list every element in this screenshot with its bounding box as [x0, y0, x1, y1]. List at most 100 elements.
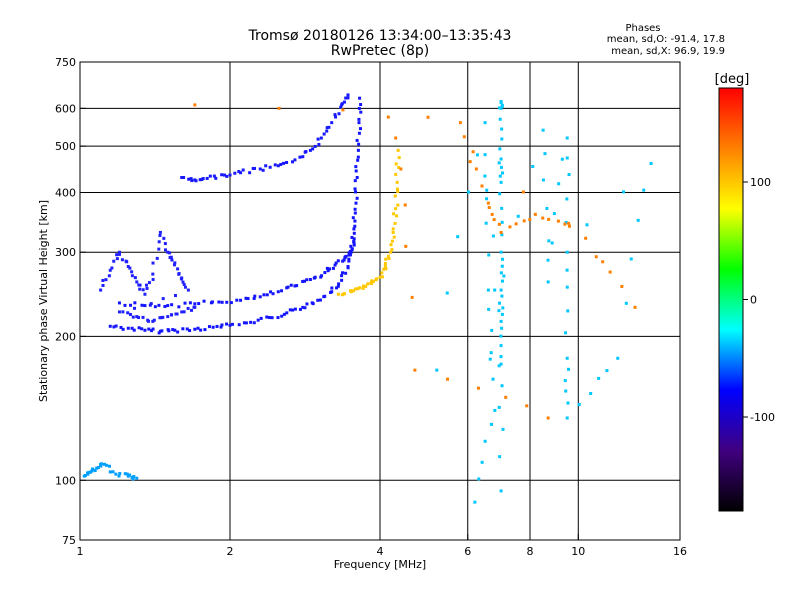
- data-point: [117, 301, 121, 305]
- data-point: [500, 127, 504, 131]
- data-point: [545, 206, 549, 210]
- data-point: [242, 321, 246, 325]
- data-point: [182, 310, 186, 314]
- data-point: [158, 233, 162, 237]
- data-point: [475, 153, 479, 157]
- data-point: [104, 278, 108, 282]
- data-point: [135, 280, 139, 284]
- data-point: [357, 106, 361, 110]
- data-point: [328, 267, 332, 271]
- data-point: [622, 190, 626, 194]
- data-point: [499, 271, 503, 275]
- data-point: [491, 234, 495, 238]
- data-point: [483, 121, 487, 125]
- data-point: [394, 207, 398, 211]
- data-point: [346, 265, 350, 269]
- data-point: [90, 469, 94, 473]
- data-point: [317, 142, 321, 146]
- data-point: [157, 247, 161, 251]
- data-point: [163, 304, 167, 308]
- data-point: [103, 462, 107, 466]
- data-point: [220, 323, 224, 327]
- data-point: [500, 384, 504, 388]
- data-point: [210, 300, 214, 304]
- data-point: [276, 164, 280, 168]
- data-point: [140, 327, 144, 331]
- data-point: [170, 303, 174, 307]
- data-point: [497, 106, 501, 110]
- data-point: [298, 307, 302, 311]
- data-point: [137, 326, 141, 330]
- data-point: [286, 285, 290, 289]
- data-point: [258, 295, 262, 299]
- data-point: [498, 117, 502, 121]
- data-point: [176, 330, 180, 334]
- data-point: [166, 304, 170, 308]
- data-point: [211, 325, 215, 329]
- data-point: [390, 239, 394, 243]
- data-point: [166, 250, 170, 254]
- data-point: [384, 257, 388, 261]
- data-point: [565, 197, 569, 201]
- data-point: [497, 301, 501, 305]
- data-point: [173, 261, 177, 265]
- data-point: [352, 231, 356, 235]
- data-point: [123, 472, 127, 476]
- data-point: [391, 230, 395, 234]
- data-point: [350, 248, 354, 252]
- data-point: [649, 161, 653, 165]
- data-point: [499, 489, 503, 493]
- data-point: [370, 279, 374, 283]
- data-point: [358, 96, 362, 100]
- data-point: [629, 257, 633, 261]
- data-point: [564, 331, 568, 335]
- colorbar-tick-label: -100: [750, 411, 775, 424]
- data-point: [500, 294, 504, 298]
- data-point: [172, 263, 176, 267]
- data-point: [277, 106, 281, 110]
- data-point: [488, 357, 492, 361]
- data-point: [158, 316, 162, 320]
- data-point: [193, 302, 197, 306]
- data-point: [489, 422, 493, 426]
- y-tick-label: 100: [55, 474, 76, 487]
- data-point: [225, 174, 229, 178]
- data-point: [337, 112, 341, 116]
- data-point: [168, 256, 172, 260]
- data-point: [331, 266, 335, 270]
- data-point: [333, 263, 337, 267]
- data-point: [147, 327, 151, 331]
- data-point: [445, 291, 449, 295]
- data-point: [181, 327, 185, 331]
- data-point: [170, 258, 174, 262]
- data-point: [585, 223, 589, 227]
- data-point: [112, 259, 116, 263]
- data-point: [499, 106, 503, 110]
- data-point: [410, 295, 414, 299]
- data-point: [557, 182, 561, 186]
- data-point: [323, 271, 327, 275]
- data-point: [486, 201, 490, 205]
- data-point: [201, 177, 205, 181]
- data-point: [280, 289, 284, 293]
- data-point: [173, 294, 177, 298]
- data-point: [99, 462, 103, 466]
- data-point: [426, 115, 430, 119]
- data-point: [291, 308, 295, 312]
- data-point: [396, 187, 400, 191]
- stats-o: mean, sd,O: -91.4, 17.8: [607, 34, 725, 45]
- data-point: [624, 301, 628, 305]
- data-point: [474, 167, 478, 171]
- data-point: [303, 306, 307, 310]
- data-point: [355, 138, 359, 142]
- data-point: [383, 262, 387, 266]
- data-point: [304, 150, 308, 154]
- data-point: [202, 299, 206, 303]
- data-point: [128, 266, 132, 270]
- data-point: [594, 255, 598, 259]
- data-point: [282, 312, 286, 316]
- data-point: [485, 197, 489, 201]
- data-point: [133, 301, 137, 305]
- data-point: [157, 331, 161, 335]
